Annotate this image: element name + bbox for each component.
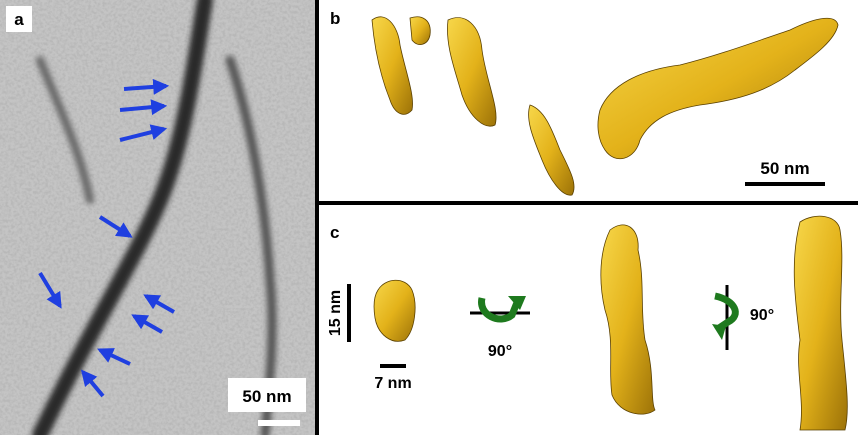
panel-label: a xyxy=(14,10,24,29)
divider xyxy=(315,0,319,435)
divider xyxy=(315,201,858,205)
density-maps xyxy=(374,216,847,430)
scale-bar xyxy=(380,364,406,368)
scale-bar xyxy=(745,182,825,186)
scale-label: 15 nm xyxy=(327,290,344,336)
scale-bar xyxy=(258,420,300,426)
scale-label: 7 nm xyxy=(374,375,411,392)
rotation-label: 90° xyxy=(750,307,774,324)
panel-b: b 50 nm xyxy=(330,9,838,195)
rotation-arrowhead xyxy=(712,324,726,340)
scale-bar xyxy=(347,284,351,342)
scale-label: 50 nm xyxy=(242,387,291,406)
scale-label: 50 nm xyxy=(760,159,809,178)
panel-label: b xyxy=(330,9,340,28)
panel-a: a 50 nm xyxy=(0,0,315,435)
page: a 50 nm b 50 nm c 15 nm 7 nm xyxy=(0,0,858,435)
figure: a 50 nm b 50 nm c 15 nm 7 nm xyxy=(0,0,858,435)
panel-label: c xyxy=(330,223,339,242)
panel-c: c 15 nm 7 nm 90° 90° xyxy=(327,216,847,430)
rotation-label: 90° xyxy=(488,343,512,360)
